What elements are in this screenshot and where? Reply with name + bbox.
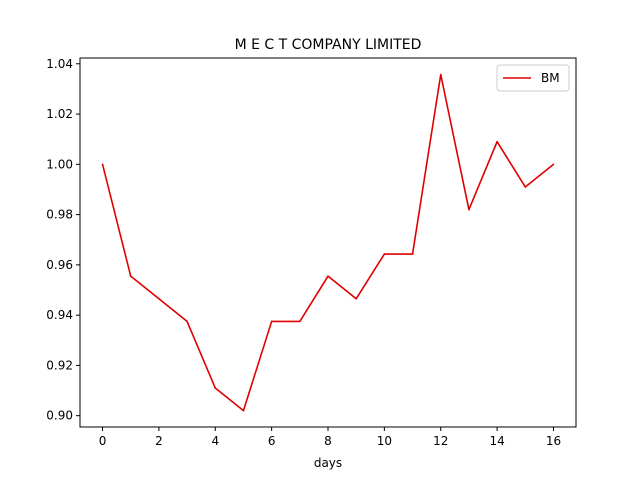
data-point <box>101 163 104 166</box>
data-point <box>129 275 132 277</box>
data-point <box>270 320 273 323</box>
data-point <box>439 73 442 76</box>
data-point <box>411 253 414 255</box>
x-tick-label: 8 <box>324 434 332 448</box>
y-tick-label: 0.98 <box>46 208 73 222</box>
data-point <box>355 298 357 300</box>
data-point <box>552 163 555 166</box>
legend-label: BM <box>541 71 560 85</box>
data-point <box>496 140 498 143</box>
data-point <box>299 320 301 323</box>
y-tick-label: 1.02 <box>46 107 73 121</box>
data-point <box>327 275 329 277</box>
data-point <box>468 208 470 211</box>
legend-box <box>496 64 570 92</box>
data-point <box>186 320 188 323</box>
data-point <box>158 298 160 300</box>
y-tick-label: 0.90 <box>46 409 73 423</box>
x-tick-label: 16 <box>546 434 561 448</box>
data-point <box>383 253 386 255</box>
data-point <box>214 387 217 389</box>
chart-title: M E C T COMPANY LIMITED <box>235 37 422 53</box>
x-tick-label: 2 <box>155 434 163 448</box>
x-tick-label: 0 <box>99 434 107 448</box>
plot-area: 0 2 4 6 8 10 12 14 16 0.90 0.92 0.94 0.96 0.98 1.00 1.0… <box>46 57 577 448</box>
legend: BM <box>496 64 570 92</box>
x-tick-label: 14 <box>489 434 504 448</box>
y-tick-label: 1.00 <box>46 157 73 171</box>
x-tick-label: 4 <box>211 434 219 448</box>
series-line <box>101 73 554 412</box>
y-tick-label: 0.94 <box>46 308 73 322</box>
x-tick-label: 12 <box>433 434 448 448</box>
y-tick-label: 1.04 <box>46 57 73 71</box>
data-point <box>524 186 527 188</box>
y-tick-label: 0.96 <box>46 258 73 272</box>
data-point <box>242 409 245 412</box>
y-tick-label: 0.92 <box>46 358 73 372</box>
x-tick-label: 6 <box>268 434 276 448</box>
x-tick-label: 10 <box>377 434 392 448</box>
x-axis-title: days <box>314 456 342 470</box>
axes-frame <box>79 57 577 428</box>
